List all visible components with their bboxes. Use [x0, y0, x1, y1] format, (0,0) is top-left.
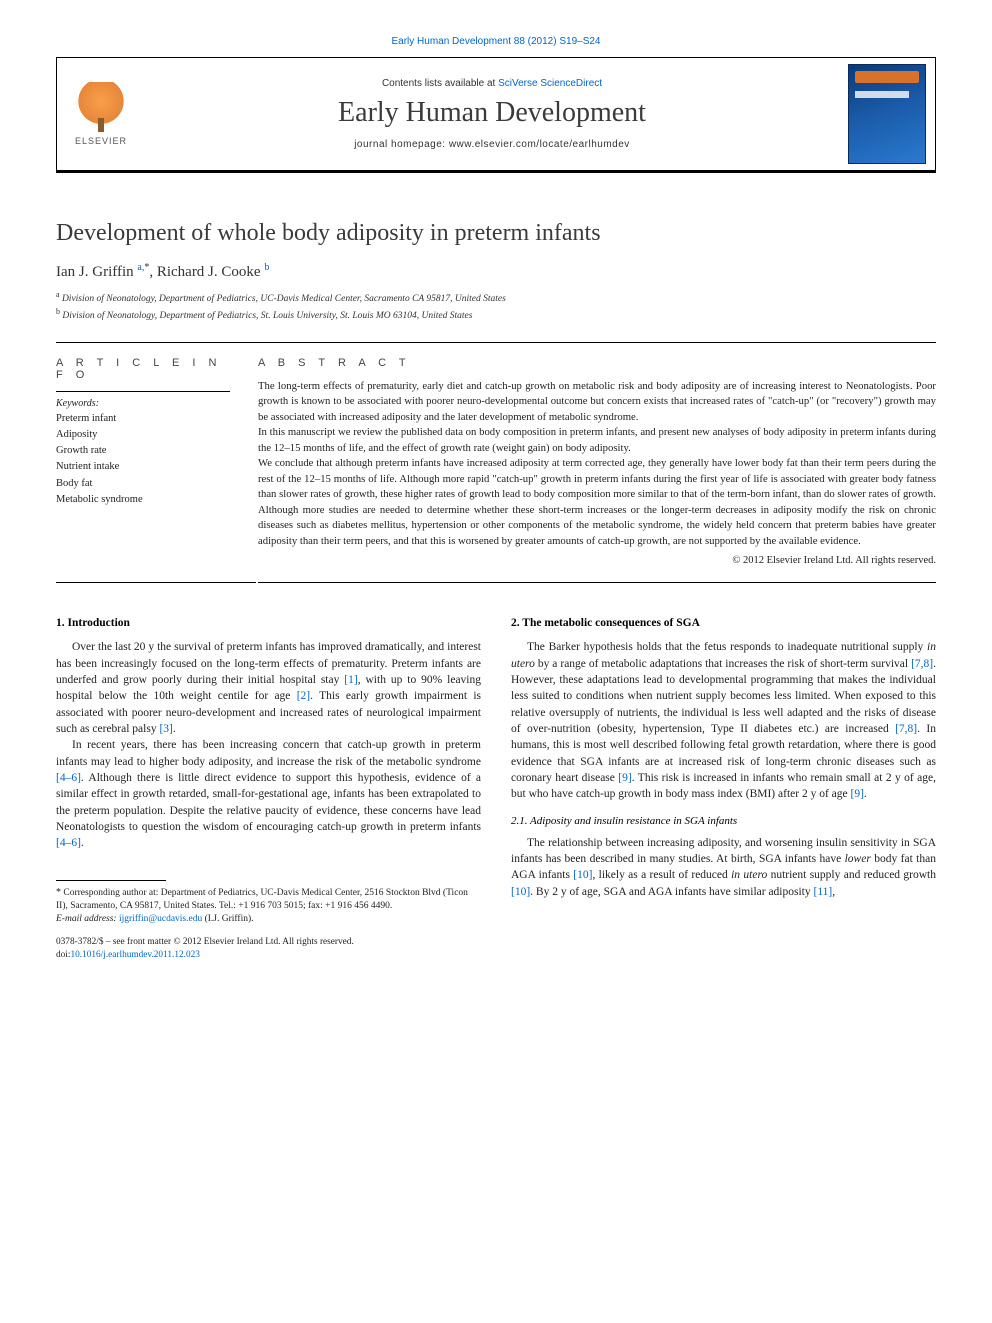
author-2-name[interactable]: Richard J. Cooke [157, 264, 261, 280]
ref-link[interactable]: [7,8] [911, 658, 933, 670]
contents-prefix: Contents lists available at [382, 78, 498, 89]
keyword: Metabolic syndrome [56, 492, 230, 508]
author-2-affil-sup: b [264, 262, 269, 273]
affil-a-sup: a [56, 290, 60, 299]
corresponding-text: Corresponding author at: Department of P… [56, 888, 468, 911]
abstract-para: In this manuscript we review the publish… [258, 425, 936, 456]
keywords-list: Preterm infant Adiposity Growth rate Nut… [56, 411, 230, 509]
info-abstract-row: A R T I C L E I N F O Keywords: Preterm … [56, 343, 936, 583]
footnotes-block: * Corresponding author at: Department of… [56, 880, 481, 927]
contents-lists-line: Contents lists available at SciVerse Sci… [382, 78, 602, 89]
section-2-para-1: The Barker hypothesis holds that the fet… [511, 639, 936, 802]
affiliation-b: b Division of Neonatology, Department of… [56, 306, 936, 323]
section-2-heading: 2. The metabolic consequences of SGA [511, 617, 936, 629]
email-footnote: E-mail address: ijgriffin@ucdavis.edu (I… [56, 913, 481, 926]
banner-center: Contents lists available at SciVerse Sci… [145, 58, 839, 170]
abstract-copyright: © 2012 Elsevier Ireland Ltd. All rights … [258, 555, 936, 566]
abstract-text: The long-term effects of prematurity, ea… [258, 379, 936, 550]
ref-link[interactable]: [4–6] [56, 837, 81, 849]
keywords-label: Keywords: [56, 398, 230, 409]
journal-banner: ELSEVIER Contents lists available at Sci… [56, 57, 936, 173]
keyword: Nutrient intake [56, 459, 230, 475]
abstract-para: The long-term effects of prematurity, ea… [258, 379, 936, 426]
info-rule [56, 391, 230, 392]
info-bottom-rule [56, 582, 256, 583]
footnote-rule [56, 880, 166, 881]
keyword: Preterm infant [56, 411, 230, 427]
affil-b-sup: b [56, 307, 60, 316]
homepage-url[interactable]: www.elsevier.com/locate/earlhumdev [449, 139, 630, 150]
abstract-para: We conclude that although preterm infant… [258, 456, 936, 503]
article-info-col: A R T I C L E I N F O Keywords: Preterm … [56, 357, 230, 567]
ref-link[interactable]: [3] [159, 723, 172, 735]
body-col-right: 2. The metabolic consequences of SGA The… [511, 617, 936, 962]
row-rules [56, 582, 936, 583]
ref-link[interactable]: [10] [511, 886, 530, 898]
ref-link[interactable]: [2] [297, 690, 310, 702]
journal-title: Early Human Development [338, 97, 646, 129]
affil-b-text: Division of Neonatology, Department of P… [62, 311, 472, 321]
body-two-column: 1. Introduction Over the last 20 y the s… [56, 617, 936, 962]
article-info-heading: A R T I C L E I N F O [56, 357, 230, 381]
section-1-para-1: Over the last 20 y the survival of prete… [56, 639, 481, 737]
affiliations-block: a Division of Neonatology, Department of… [56, 289, 936, 324]
ref-link[interactable]: [4–6] [56, 772, 81, 784]
doi-label: doi: [56, 950, 70, 960]
elsevier-tree-icon [77, 82, 125, 130]
sciencedirect-link[interactable]: SciVerse ScienceDirect [498, 78, 602, 89]
authors-line: Ian J. Griffin a,*, Richard J. Cooke b [56, 262, 936, 281]
article-title: Development of whole body adiposity in p… [56, 219, 936, 248]
body-col-left: 1. Introduction Over the last 20 y the s… [56, 617, 481, 962]
author-1-name[interactable]: Ian J. Griffin [56, 264, 134, 280]
author-1-corr-star: * [144, 262, 149, 273]
elsevier-logo[interactable]: ELSEVIER [75, 82, 127, 146]
section-2-1-para-1: The relationship between increasing adip… [511, 835, 936, 900]
ref-link[interactable]: [9] [618, 772, 631, 784]
publisher-logo-slot: ELSEVIER [57, 58, 145, 170]
email-person: (I.J. Griffin). [205, 914, 254, 924]
doi-line: doi:10.1016/j.earlhumdev.2011.12.023 [56, 949, 481, 962]
abstract-col: A B S T R A C T The long-term effects of… [258, 357, 936, 567]
elsevier-text: ELSEVIER [75, 136, 127, 146]
email-label: E-mail address: [56, 914, 117, 924]
section-1-heading: 1. Introduction [56, 617, 481, 629]
email-link[interactable]: ijgriffin@ucdavis.edu [119, 914, 202, 924]
ref-link[interactable]: [11] [814, 886, 833, 898]
footer-meta: 0378-3782/$ – see front matter © 2012 El… [56, 936, 481, 962]
keyword: Body fat [56, 476, 230, 492]
front-matter-line: 0378-3782/$ – see front matter © 2012 El… [56, 936, 481, 949]
abstract-heading: A B S T R A C T [258, 357, 936, 369]
keyword: Growth rate [56, 443, 230, 459]
ref-link[interactable]: [10] [573, 869, 592, 881]
journal-homepage-line: journal homepage: www.elsevier.com/locat… [354, 139, 630, 150]
journal-cover-thumbnail[interactable] [848, 64, 926, 164]
section-1-para-2: In recent years, there has been increasi… [56, 737, 481, 851]
affil-a-text: Division of Neonatology, Department of P… [62, 294, 506, 304]
ref-link[interactable]: [1] [344, 674, 357, 686]
abstract-bottom-rule [258, 582, 936, 583]
ref-link[interactable]: [9] [850, 788, 863, 800]
homepage-label: journal homepage: [354, 139, 449, 150]
ref-link[interactable]: [7,8] [895, 723, 917, 735]
cover-thumb-slot [839, 58, 935, 170]
corresponding-footnote: * Corresponding author at: Department of… [56, 886, 481, 914]
top-citation-link[interactable]: Early Human Development 88 (2012) S19–S2… [56, 36, 936, 47]
section-2-1-heading: 2.1. Adiposity and insulin resistance in… [511, 815, 936, 827]
doi-link[interactable]: 10.1016/j.earlhumdev.2011.12.023 [70, 950, 199, 960]
affiliation-a: a Division of Neonatology, Department of… [56, 289, 936, 306]
abstract-para: Although more studies are needed to dete… [258, 503, 936, 550]
keyword: Adiposity [56, 427, 230, 443]
